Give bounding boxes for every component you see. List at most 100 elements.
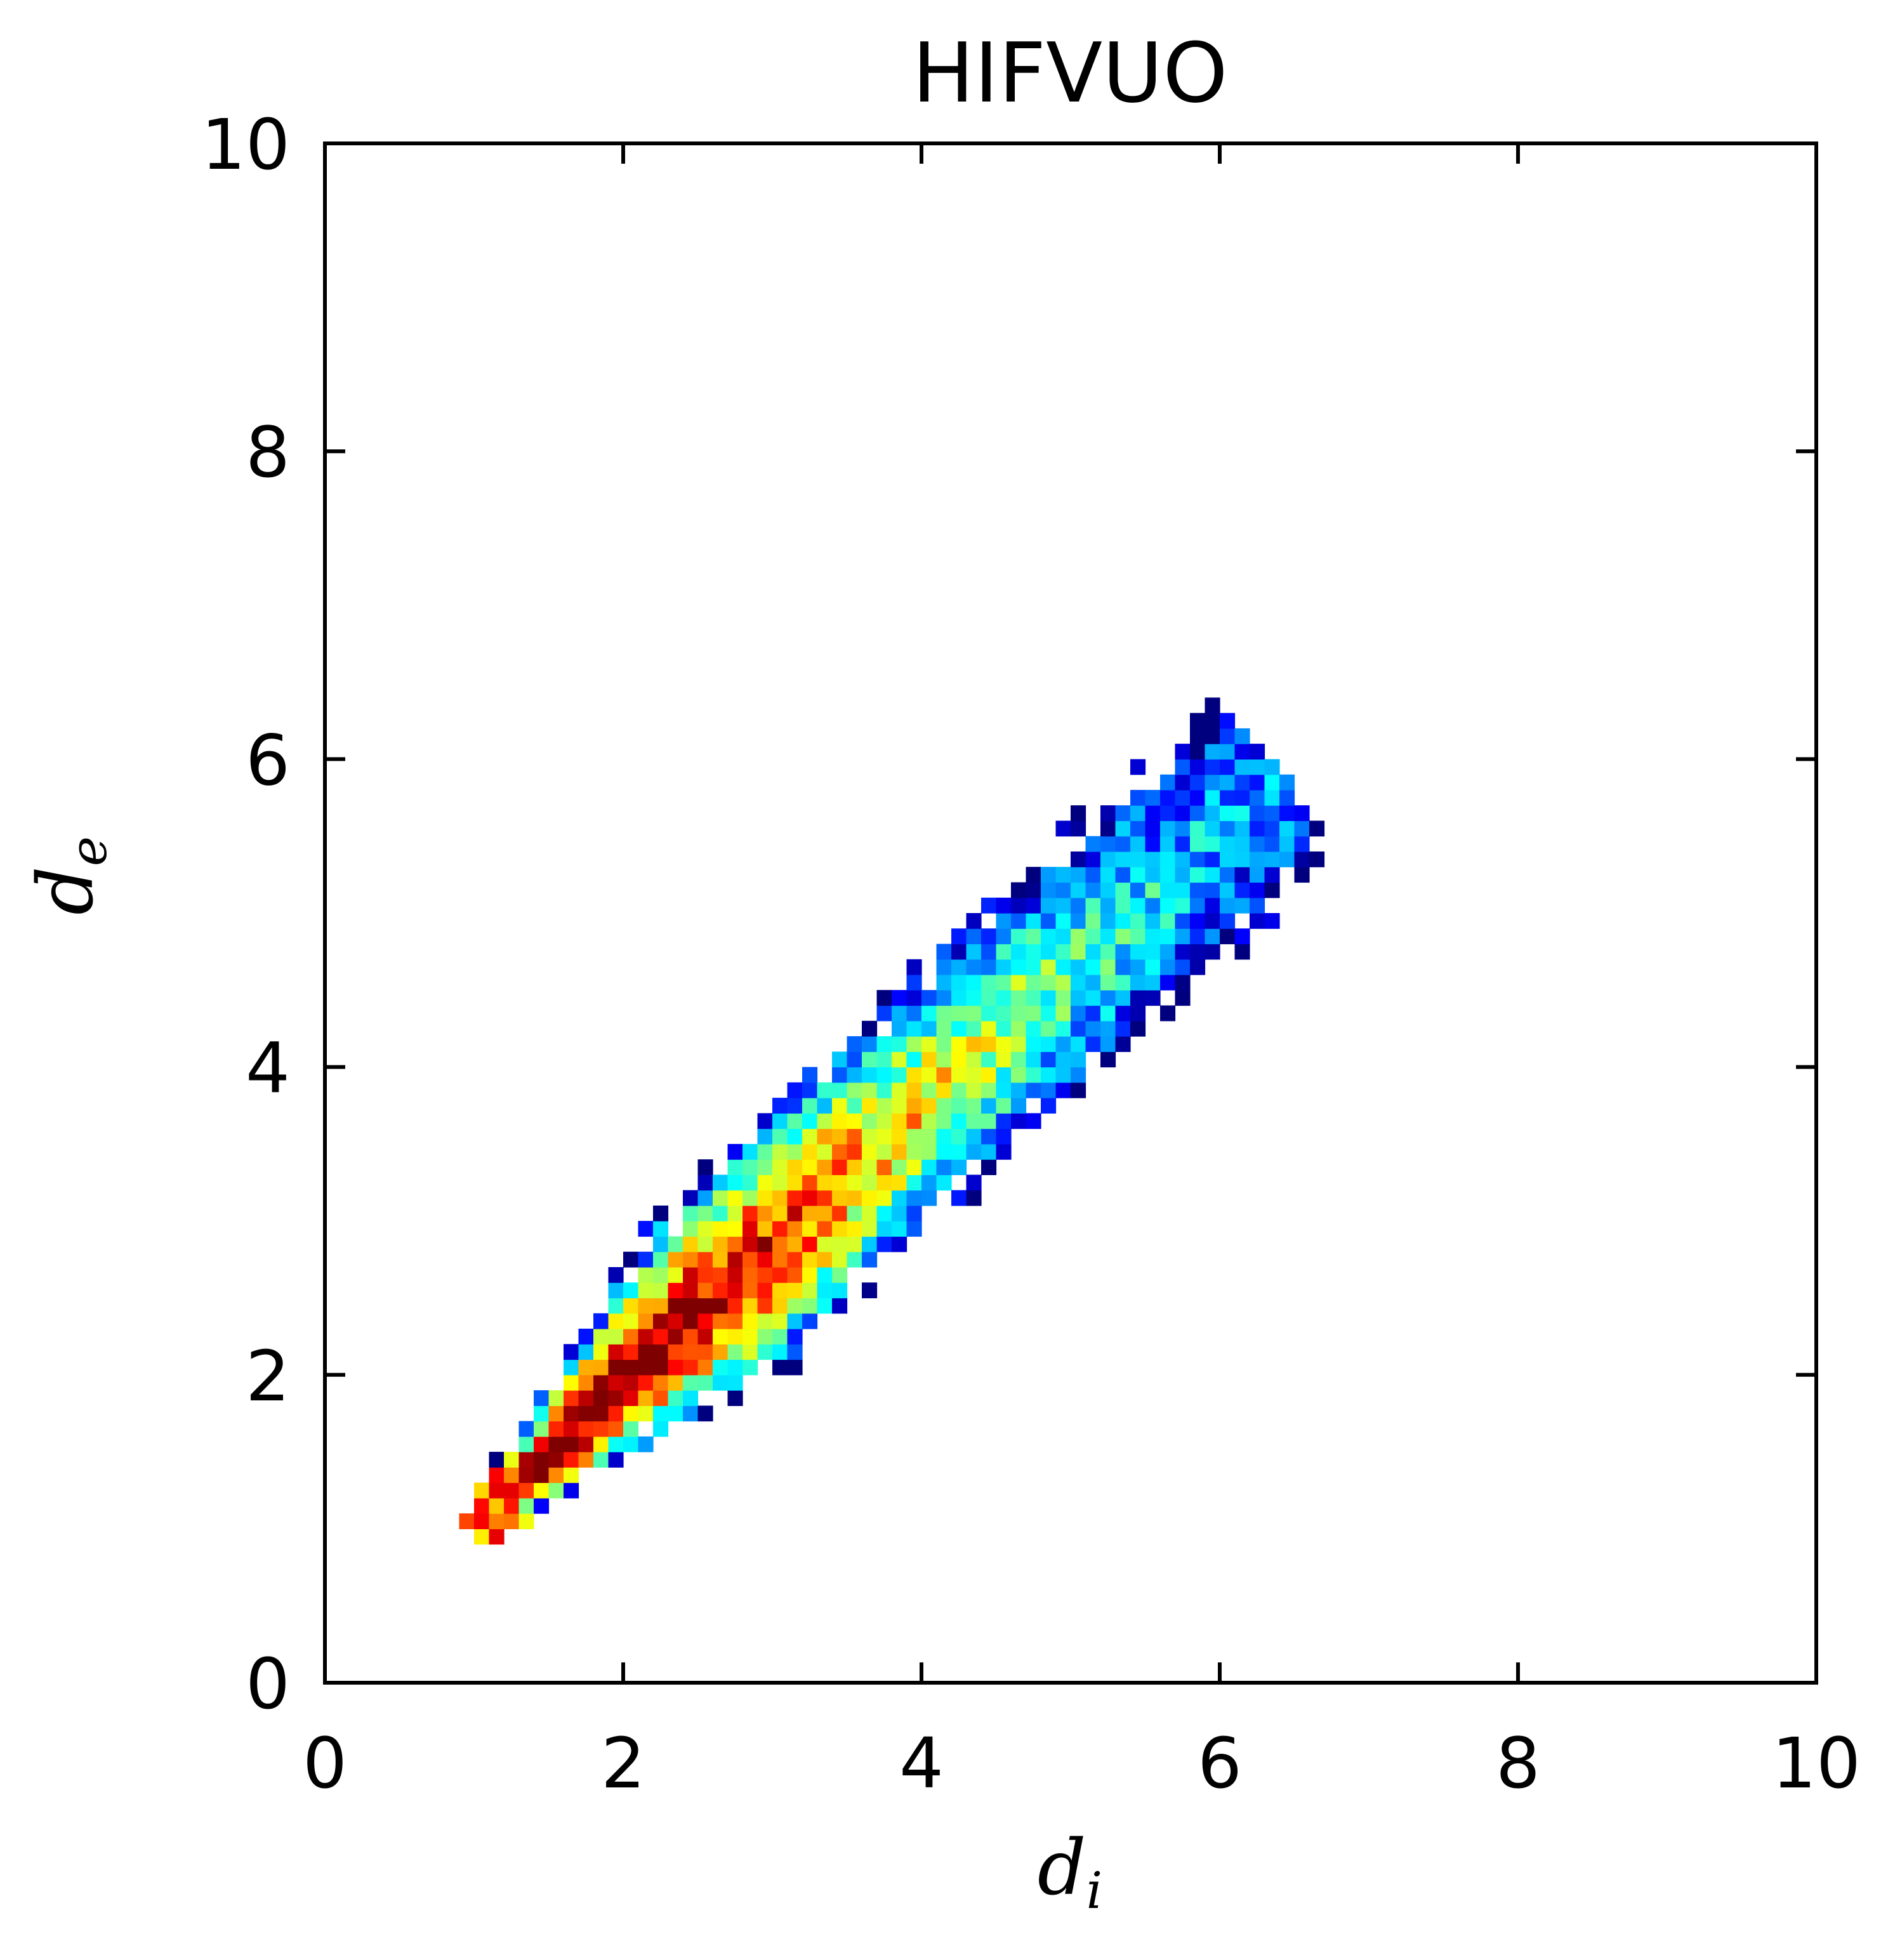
heat-cell xyxy=(817,1128,833,1145)
heat-cell xyxy=(1130,836,1146,852)
heat-cell xyxy=(1071,867,1086,883)
heat-cell xyxy=(1220,882,1236,898)
heat-cell xyxy=(1041,975,1057,990)
heat-cell xyxy=(906,1190,922,1206)
heat-cell xyxy=(727,1221,743,1237)
heat-cell xyxy=(802,1251,818,1268)
heat-cell xyxy=(1205,851,1220,867)
heat-cell xyxy=(1190,897,1206,914)
heat-cell xyxy=(1220,728,1236,744)
heat-cell xyxy=(1100,990,1116,1006)
heat-cell xyxy=(638,1251,654,1268)
heat-cell xyxy=(1205,913,1220,929)
heat-cell xyxy=(1250,851,1265,867)
heat-cell xyxy=(1264,836,1280,852)
heat-cell xyxy=(1071,913,1086,929)
heat-cell xyxy=(906,1067,922,1083)
heat-cell xyxy=(727,1205,743,1221)
heat-cell xyxy=(638,1313,654,1329)
heat-cell xyxy=(1175,774,1191,791)
heat-cell xyxy=(1145,975,1161,990)
heat-cell xyxy=(697,1236,713,1253)
heat-cell xyxy=(1055,897,1071,914)
heat-cell xyxy=(638,1405,654,1422)
heat-cell xyxy=(653,1374,669,1391)
heat-cell xyxy=(817,1159,833,1176)
heat-cell xyxy=(951,959,967,975)
heat-cell xyxy=(787,1359,803,1376)
heat-cell xyxy=(996,1143,1012,1160)
heat-cell xyxy=(1041,1020,1057,1037)
heat-cell xyxy=(1041,1067,1057,1083)
heat-cell xyxy=(1071,944,1086,960)
heat-cell xyxy=(1071,1005,1086,1022)
heat-cell xyxy=(847,1067,862,1083)
heat-cell xyxy=(608,1421,624,1437)
heat-cell xyxy=(653,1205,669,1221)
heat-cell xyxy=(623,1359,639,1376)
heat-cell xyxy=(638,1344,654,1360)
heat-cell xyxy=(683,1236,699,1253)
heat-cell xyxy=(1011,1051,1027,1068)
heat-cell xyxy=(966,1020,982,1037)
heat-cell xyxy=(847,1205,862,1221)
heat-cell xyxy=(847,1251,862,1268)
heat-cell xyxy=(1100,975,1116,990)
heat-cell xyxy=(1041,897,1057,914)
heat-cell xyxy=(623,1405,639,1422)
heat-cell xyxy=(757,1221,773,1237)
heat-cell xyxy=(653,1221,669,1237)
heat-cell xyxy=(1130,820,1146,837)
heat-cell xyxy=(1294,836,1310,852)
heat-cell xyxy=(518,1467,534,1483)
heat-cell xyxy=(1130,805,1146,822)
heat-cell xyxy=(1264,851,1280,867)
heat-cell xyxy=(1100,913,1116,929)
heat-cell xyxy=(1250,897,1265,914)
heat-cell xyxy=(1085,867,1101,883)
heat-cell xyxy=(1011,897,1027,914)
heat-cell xyxy=(847,1082,862,1098)
heat-cell xyxy=(1071,882,1086,898)
heat-cell xyxy=(683,1266,699,1283)
heat-cell xyxy=(802,1128,818,1145)
heat-cell xyxy=(1085,944,1101,960)
heat-cell xyxy=(862,1190,878,1206)
heat-cell xyxy=(1026,1051,1041,1068)
heat-cell xyxy=(817,1221,833,1237)
heat-cell xyxy=(876,1051,892,1068)
heat-cell xyxy=(489,1467,505,1483)
heat-cell xyxy=(981,944,997,960)
heat-cell xyxy=(966,1051,982,1068)
heat-cell xyxy=(996,1067,1012,1083)
heat-cell xyxy=(608,1313,624,1329)
heat-cell xyxy=(1055,928,1071,945)
heat-cell xyxy=(1130,1005,1146,1022)
heat-cell xyxy=(1160,975,1176,990)
heat-cell xyxy=(757,1282,773,1299)
heat-cell xyxy=(1175,897,1191,914)
heat-cell xyxy=(474,1497,490,1514)
heat-cell xyxy=(772,1344,788,1360)
heat-cell xyxy=(743,1190,758,1206)
heat-cell xyxy=(1264,789,1280,806)
heat-cell xyxy=(921,1020,937,1037)
heat-cell xyxy=(518,1452,534,1468)
heat-cell xyxy=(936,1051,952,1068)
heat-cell xyxy=(966,1082,982,1098)
heat-cell xyxy=(817,1174,833,1191)
heat-cell xyxy=(757,1190,773,1206)
heat-cell xyxy=(1190,789,1206,806)
heat-cell xyxy=(1100,928,1116,945)
heat-cell xyxy=(668,1266,683,1283)
heat-cell xyxy=(623,1251,639,1268)
heat-cell xyxy=(1205,697,1220,714)
heat-cell xyxy=(1115,1020,1131,1037)
heat-cell xyxy=(578,1436,594,1452)
heat-cell xyxy=(772,1236,788,1253)
heat-cell xyxy=(697,1359,713,1376)
heat-cell xyxy=(1071,805,1086,822)
heat-cell xyxy=(1190,913,1206,929)
heat-cell xyxy=(1055,1067,1071,1083)
heat-cell xyxy=(981,928,997,945)
